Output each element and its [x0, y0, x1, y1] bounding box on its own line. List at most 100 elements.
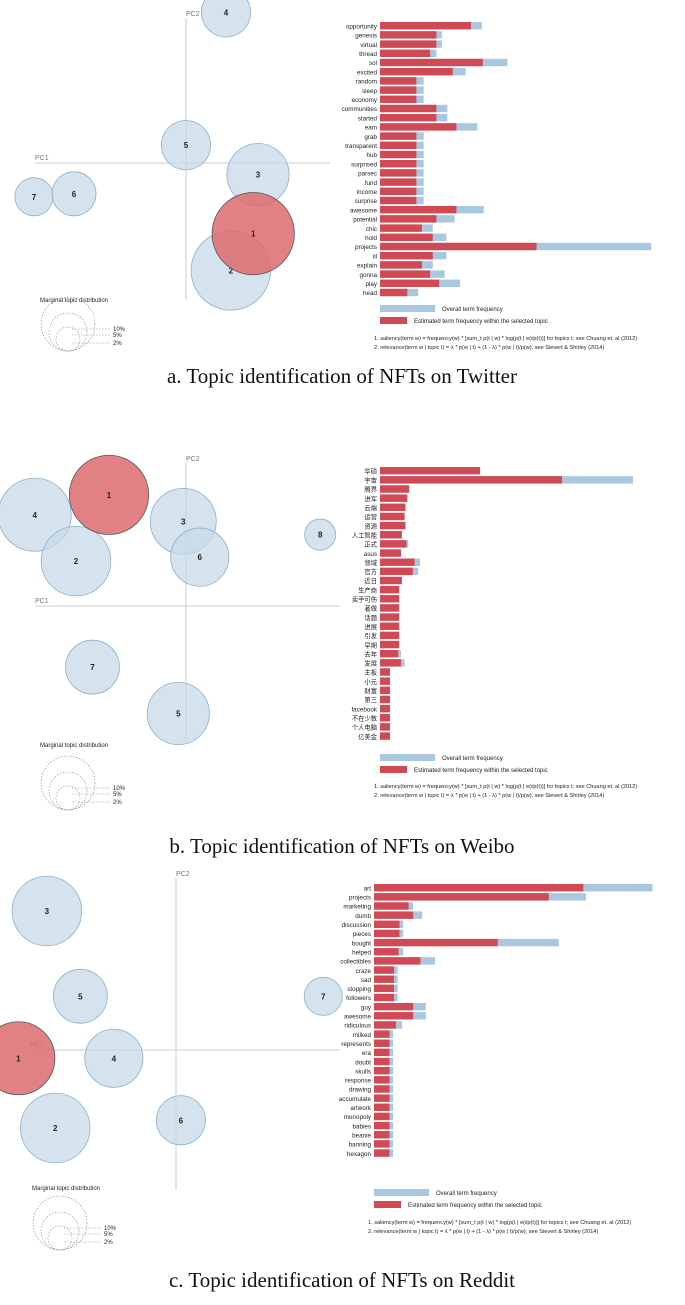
marginal-tick-1: 5% [104, 1232, 113, 1238]
estimated-bar-24 [374, 1103, 390, 1111]
estimated-bar-16 [380, 613, 400, 621]
term-label: excited [357, 69, 377, 76]
term-label: economy [351, 97, 377, 104]
topic-bubble-7 [65, 639, 120, 695]
estimated-bar-9 [380, 104, 437, 113]
estimated-bar-12 [380, 132, 417, 140]
formula-note-2: 2. relevance(term w | topic t) = λ * p(w… [374, 793, 604, 799]
marginal-distribution-b: Marginal topic distribution 2% 5%10% [40, 743, 126, 811]
term-label: 正式 [364, 540, 377, 549]
term-label: era [362, 1050, 372, 1057]
estimated-bar-2 [374, 902, 409, 910]
legend-estimated-label: Estimated term frequency within the sele… [408, 1203, 542, 1209]
topic-map-b: PC2 PC1 4 3 2 6 8 7 5 1 [0, 454, 340, 746]
estimated-bar-23 [380, 677, 391, 685]
topic-label-6: 6 [198, 553, 203, 562]
term-label: represents [341, 1041, 371, 1048]
term-bars-c: art projects marketing dumb discussion pieces… [339, 884, 653, 1158]
marginal-circle-0 [55, 785, 81, 811]
estimated-bar-5 [380, 68, 453, 76]
estimated-bar-18 [374, 1048, 390, 1057]
term-label: 亿美金 [358, 732, 378, 741]
term-label: milked [353, 1032, 372, 1039]
estimated-bar-13 [374, 1002, 414, 1011]
term-label: monopoly [344, 1114, 372, 1121]
term-label: accumulate [339, 1096, 372, 1103]
topic-bubble-6 [170, 527, 230, 587]
topic-label-5: 5 [78, 992, 83, 1001]
estimated-bar-15 [380, 160, 417, 168]
estimated-bar-27 [380, 270, 431, 278]
topic-label-4: 4 [112, 1054, 117, 1063]
legend-estimated-swatch [380, 766, 407, 773]
topic-bubble-5 [161, 120, 211, 171]
term-label: 资源 [364, 521, 377, 530]
estimated-bar-5 [374, 929, 400, 938]
term-label: beanie [352, 1132, 371, 1139]
marginal-tick-1: 5% [113, 333, 122, 339]
legend-overall-swatch [380, 754, 435, 761]
topic-label-6: 6 [179, 1116, 184, 1125]
estimated-bar-1 [380, 31, 437, 39]
topic-label-4: 4 [224, 8, 229, 17]
estimated-bar-9 [374, 966, 395, 974]
topic-label-3: 3 [256, 171, 261, 180]
term-label: discussion [342, 922, 372, 929]
topic-bubble-8 [304, 518, 337, 551]
term-label: fund [365, 180, 378, 187]
topic-label-5: 5 [184, 141, 189, 150]
marginal-circle-1 [48, 312, 88, 352]
estimated-bar-13 [380, 585, 400, 594]
estimated-bar-8 [374, 957, 421, 965]
estimated-bar-29 [380, 288, 408, 297]
formula-note-2: 2. relevance(term w | topic t) = λ * p(w… [368, 1229, 598, 1235]
term-label: 个人电脑 [352, 723, 377, 732]
estimated-bar-0 [380, 467, 481, 475]
estimated-bar-21 [380, 659, 401, 667]
legend-overall-label: Overall term frequency [436, 1191, 497, 1197]
term-label: 进军 [364, 495, 377, 503]
term-label: 华硕 [364, 466, 377, 475]
term-label: drawing [349, 1087, 372, 1094]
term-label: explain [357, 263, 377, 270]
estimated-bar-11 [380, 123, 457, 131]
topic-bubble-1 [68, 454, 150, 535]
marginal-title: Marginal topic distribution [40, 743, 108, 749]
estimated-bar-29 [380, 732, 391, 740]
legend-overall-swatch [374, 1189, 429, 1196]
topic-bubble-6 [51, 171, 97, 217]
topic-label-4: 4 [33, 511, 38, 520]
term-label: 人工智能 [352, 530, 378, 539]
marginal-tick-0: 2% [113, 800, 122, 806]
term-label: doubt [355, 1059, 371, 1066]
estimated-bar-4 [374, 920, 400, 928]
topic-label-1: 1 [251, 230, 256, 239]
term-label: sad [361, 977, 372, 984]
topic-label-3: 3 [45, 907, 50, 916]
topic-bubble-5 [146, 681, 210, 746]
estimated-bar-22 [374, 1085, 390, 1093]
marginal-distribution-c: Marginal topic distribution 2% 5%10% [32, 1186, 117, 1251]
topic-label-7: 7 [90, 663, 95, 672]
estimated-bar-26 [374, 1121, 390, 1130]
topic-label-2: 2 [53, 1124, 58, 1133]
estimated-bar-28 [374, 1140, 390, 1148]
estimated-bar-20 [380, 650, 399, 658]
estimated-bar-10 [374, 975, 395, 983]
term-label: pieces [353, 931, 371, 938]
term-label: ridiculous [344, 1023, 371, 1030]
topic-label-5: 5 [176, 710, 181, 719]
estimated-bar-28 [380, 723, 391, 731]
term-label: opportunity [346, 23, 378, 30]
term-label: 领域 [364, 558, 377, 567]
term-label: 财富 [364, 686, 377, 695]
marginal-circle-0 [47, 1225, 73, 1251]
estimated-bar-26 [380, 261, 422, 269]
topic-bubble-2 [40, 525, 112, 597]
term-label: surprise [355, 198, 378, 205]
term-label: hexagon [347, 1151, 372, 1158]
topic-label-1: 1 [107, 491, 112, 500]
marginal-title: Marginal topic distribution [40, 298, 108, 304]
topic-label-2: 2 [74, 557, 79, 566]
